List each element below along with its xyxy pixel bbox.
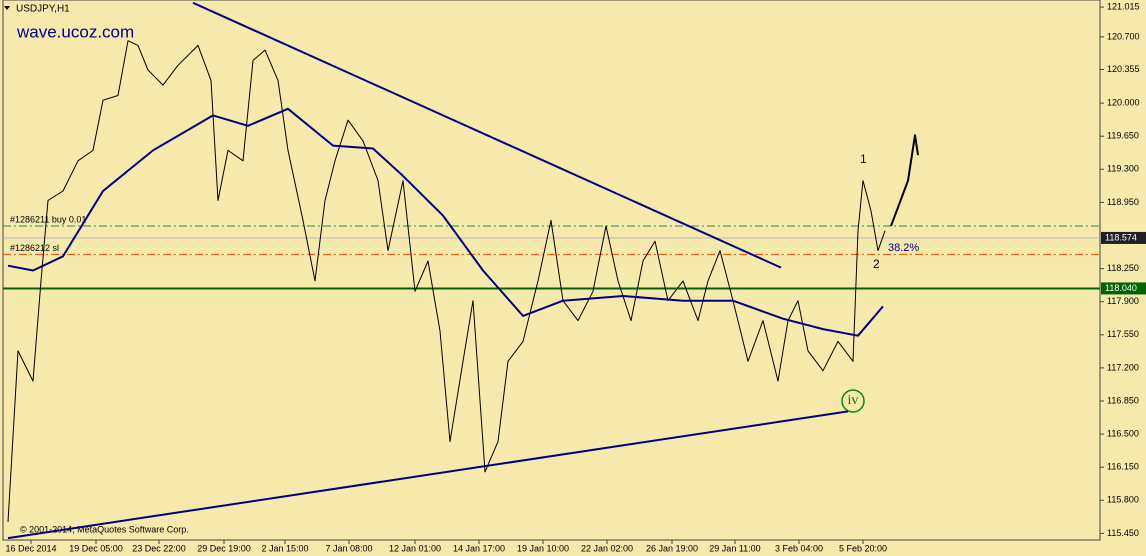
y-tick-label: 115.800: [1107, 495, 1139, 505]
price-line: [7, 40, 886, 523]
price-box: [1101, 282, 1146, 295]
chart-title: USDJPY,H1: [16, 4, 70, 15]
y-tick-label: 117.550: [1107, 329, 1139, 339]
y-tick-label: 116.150: [1107, 462, 1139, 472]
wave-circle: [841, 389, 865, 413]
y-tick-label: 120.000: [1107, 97, 1140, 107]
price-label: 118.040: [1105, 283, 1137, 293]
y-tick-label: 119.650: [1107, 131, 1139, 141]
x-tick-label: 22 Jan 02:00: [581, 543, 633, 553]
trend-line: [7, 410, 849, 540]
x-tick-label: 19 Dec 05:00: [69, 543, 123, 553]
price-box: [1101, 231, 1146, 244]
y-tick-label: 115.450: [1107, 528, 1139, 538]
x-tick-label: 29 Jan 11:00: [709, 543, 760, 553]
moving-average: [7, 107, 884, 337]
y-tick-label: 121.015: [1107, 1, 1140, 11]
x-tick-label: 26 Jan 19:00: [646, 543, 698, 553]
x-tick-label: 2 Jan 15:00: [261, 543, 308, 553]
x-tick-label: 7 Jan 08:00: [325, 543, 372, 553]
order-label: #1286211 buy 0.01: [10, 214, 86, 224]
watermark: wave.ucoz.com: [16, 22, 134, 41]
trend-line: [192, 1, 782, 269]
x-tick-label: 3 Feb 04:00: [775, 543, 823, 553]
wave-label: 2: [873, 257, 880, 271]
y-tick-label: 120.700: [1107, 31, 1140, 41]
x-tick-label: 14 Jan 17:00: [453, 543, 505, 553]
order-label: #1286212 sl: [10, 243, 59, 253]
x-tick-label: 5 Feb 20:00: [839, 543, 887, 553]
x-tick-label: 23 Dec 22:00: [132, 543, 186, 553]
x-tick-label: 12 Jan 01:00: [389, 543, 441, 553]
fib-label: 38.2%: [888, 242, 919, 254]
plot-frame: [2, 0, 1101, 541]
y-tick-label: 118.950: [1107, 197, 1139, 207]
y-tick-label: 117.200: [1107, 362, 1139, 372]
wave-label: iv: [848, 393, 859, 408]
y-tick-label: 117.900: [1107, 296, 1139, 306]
copyright: © 2001-2014, MetaQuotes Software Corp.: [20, 524, 189, 534]
y-tick-label: 116.850: [1107, 395, 1139, 405]
y-tick-label: 118.250: [1107, 263, 1139, 273]
y-tick-label: 119.300: [1107, 164, 1139, 174]
x-tick-label: 19 Jan 10:00: [517, 543, 569, 553]
trend-line: [890, 134, 919, 227]
y-tick-label: 116.500: [1107, 428, 1139, 438]
menu-icon: [4, 6, 10, 10]
price-label: 118.574: [1105, 232, 1137, 242]
x-tick-label: 29 Dec 19:00: [197, 543, 251, 553]
y-tick-label: 120.355: [1107, 64, 1140, 74]
x-tick-label: 16 Dec 2014: [5, 543, 56, 553]
wave-label: 1: [860, 152, 867, 166]
